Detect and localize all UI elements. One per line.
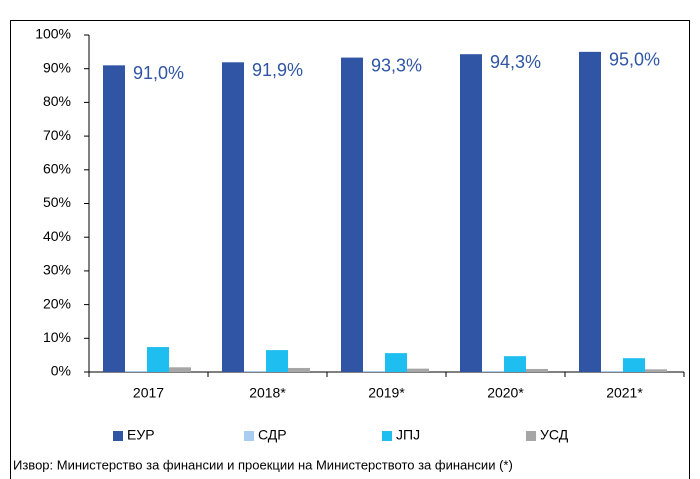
bar bbox=[460, 54, 482, 373]
bar bbox=[579, 51, 601, 372]
y-tick-label: 90% bbox=[43, 59, 71, 75]
data-label: 91,0% bbox=[133, 63, 184, 83]
y-tick-label: 50% bbox=[43, 194, 71, 210]
bar bbox=[125, 370, 147, 372]
legend-label: ЈПЈ bbox=[396, 427, 420, 443]
y-tick-label: 100% bbox=[35, 26, 71, 42]
bar bbox=[504, 356, 526, 372]
bar bbox=[645, 369, 667, 372]
legend-label: УСД bbox=[540, 427, 569, 443]
frame bbox=[10, 20, 690, 479]
x-tick-label: 2017 bbox=[133, 385, 164, 401]
bar bbox=[385, 353, 407, 372]
y-tick-label: 0% bbox=[51, 363, 71, 379]
x-tick-label: 2021* bbox=[606, 385, 643, 401]
bar bbox=[266, 350, 288, 372]
y-tick-label: 80% bbox=[43, 93, 71, 109]
bar bbox=[482, 370, 504, 372]
legend-swatch bbox=[382, 431, 392, 441]
bar bbox=[601, 370, 623, 372]
bar bbox=[341, 57, 363, 372]
legend-swatch bbox=[244, 431, 254, 441]
y-tick-label: 70% bbox=[43, 127, 71, 143]
data-label: 94,3% bbox=[490, 52, 541, 72]
y-tick-label: 30% bbox=[43, 262, 71, 278]
legend-label: ЕУР bbox=[127, 427, 155, 443]
bar bbox=[147, 347, 169, 372]
y-tick-label: 60% bbox=[43, 161, 71, 177]
bar bbox=[363, 370, 385, 372]
legend-swatch bbox=[113, 431, 123, 441]
legend-label: СДР bbox=[258, 427, 287, 443]
bar bbox=[407, 368, 429, 372]
bar bbox=[169, 367, 191, 372]
y-tick-label: 10% bbox=[43, 329, 71, 345]
x-tick-label: 2019* bbox=[368, 385, 405, 401]
bar bbox=[103, 65, 125, 372]
x-tick-label: 2020* bbox=[487, 385, 524, 401]
legend-swatch bbox=[526, 431, 536, 441]
bar bbox=[244, 370, 266, 372]
bar bbox=[288, 367, 310, 372]
bar bbox=[526, 368, 548, 372]
y-tick-label: 20% bbox=[43, 295, 71, 311]
y-tick-label: 40% bbox=[43, 228, 71, 244]
source-note: Извор: Министерство за финансии и проекц… bbox=[13, 457, 513, 472]
bar bbox=[222, 62, 244, 373]
x-tick-label: 2018* bbox=[249, 385, 286, 401]
data-label: 95,0% bbox=[609, 50, 660, 70]
bar bbox=[623, 358, 645, 372]
data-label: 93,3% bbox=[371, 55, 422, 75]
data-label: 91,9% bbox=[252, 60, 303, 80]
